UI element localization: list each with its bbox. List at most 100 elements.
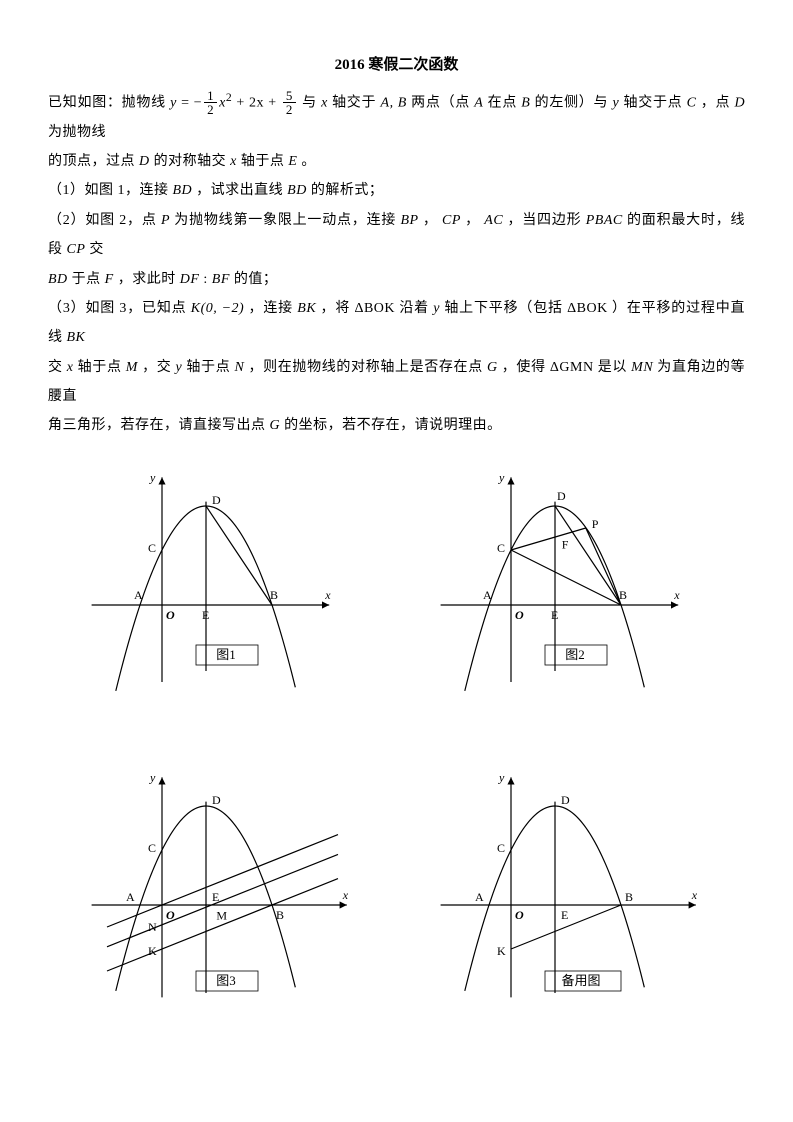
svg-text:A: A [126, 890, 135, 904]
svg-text:O: O [166, 608, 175, 622]
intro-text: 两点（点 [407, 95, 474, 110]
q3-text: 是以 [594, 360, 632, 375]
var-C: C [687, 95, 697, 110]
svg-text:y: y [498, 470, 505, 484]
var-BD: BD [287, 183, 307, 198]
q1-text: （1）如图 1，连接 [48, 183, 173, 198]
var-BD: BD [173, 183, 193, 198]
intro-paragraph-2: 的顶点，过点 D 的对称轴交 x 轴于点 E 。 [48, 147, 745, 176]
var-B: B [521, 95, 530, 110]
eq-x: x [219, 95, 226, 110]
var-A: A [474, 95, 483, 110]
svg-text:P: P [592, 517, 599, 531]
tri-BOK: ΔBOK [354, 301, 395, 316]
q3-text: （3）如图 3，已知点 [48, 301, 191, 316]
intro-text: 已知如图：抛物线 [48, 95, 170, 110]
var-BD: BD [48, 272, 68, 287]
var-BK: BK [67, 330, 86, 345]
q2-text: （2）如图 2，点 [48, 213, 161, 228]
svg-text:E: E [202, 608, 209, 622]
colon: : [199, 272, 211, 287]
doc-title: 2016 寒假二次函数 [48, 50, 745, 82]
svg-text:E: E [561, 908, 568, 922]
var-x: x [321, 95, 328, 110]
q3-text: 轴上下平移（包括 [440, 301, 567, 316]
svg-text:A: A [475, 890, 484, 904]
q2-text: 于点 [68, 272, 105, 287]
var-D: D [734, 95, 745, 110]
figure-row-2: yxOABCDEKNM图3 yxOABCDEK备用图 [48, 775, 745, 1025]
svg-text:C: C [148, 841, 156, 855]
var-N: N [235, 360, 245, 375]
svg-text:N: N [148, 920, 157, 934]
eq-frac2: 52 [283, 89, 296, 116]
var-CP: CP [442, 213, 461, 228]
svg-text:K: K [497, 944, 506, 958]
svg-text:F: F [562, 537, 569, 551]
svg-text:M: M [217, 908, 228, 922]
tri-GMN: ΔGMN [550, 360, 594, 375]
var-M: M [126, 360, 138, 375]
question-3b: 交 x 轴于点 M ，交 y 轴于点 N ，则在抛物线的对称轴上是否存在点 G … [48, 353, 745, 412]
q3-text: ，使得 [498, 360, 550, 375]
svg-text:B: B [276, 908, 284, 922]
intro-text: 与 [298, 95, 321, 110]
intro-text: 的对称轴交 [150, 154, 231, 169]
svg-text:x: x [324, 588, 331, 602]
var-x: x [67, 360, 74, 375]
svg-text:图1: 图1 [216, 647, 236, 662]
svg-text:图2: 图2 [565, 647, 585, 662]
question-3c: 角三角形，若存在，请直接写出点 G 的坐标，若不存在，请说明理由。 [48, 411, 745, 440]
figure-3: yxOABCDEKNM图3 [72, 775, 372, 1025]
svg-text:B: B [619, 588, 627, 602]
var-MN: MN [631, 360, 653, 375]
q3-text: ，将 [316, 301, 354, 316]
eq-eq: = − [177, 95, 202, 110]
q2-text: 的值； [230, 272, 278, 287]
question-2: （2）如图 2，点 P 为抛物线第一象限上一动点，连接 BP ， CP ， AC… [48, 206, 745, 265]
svg-text:K: K [148, 944, 157, 958]
svg-text:C: C [148, 541, 156, 555]
svg-text:D: D [212, 493, 221, 507]
var-y: y [433, 301, 440, 316]
intro-text: 在点 [483, 95, 521, 110]
svg-text:x: x [342, 888, 349, 902]
var-D: D [139, 154, 150, 169]
var-BK: BK [297, 301, 316, 316]
figure-1: yxOABCDE图1 [72, 465, 372, 695]
svg-text:x: x [673, 588, 680, 602]
svg-text:B: B [270, 588, 278, 602]
q2-text: ，当四边形 [503, 213, 586, 228]
intro-text: 。 [297, 154, 316, 169]
var-K: K(0, −2) [191, 301, 244, 316]
svg-text:A: A [483, 588, 492, 602]
q3-text: 轴于点 [74, 360, 126, 375]
svg-text:图3: 图3 [216, 973, 236, 988]
svg-text:x: x [691, 888, 698, 902]
var-PBAC: PBAC [586, 213, 623, 228]
svg-text:y: y [149, 470, 156, 484]
var-x: x [230, 154, 237, 169]
question-1: （1）如图 1，连接 BD ，试求出直线 BD 的解析式； [48, 176, 745, 205]
var-F: F [105, 272, 114, 287]
svg-text:y: y [149, 775, 156, 784]
q2-text: ， [461, 213, 484, 228]
svg-text:D: D [557, 489, 566, 503]
intro-text: 的顶点，过点 [48, 154, 139, 169]
svg-text:O: O [515, 608, 524, 622]
figure-4: yxOABCDEK备用图 [421, 775, 721, 1025]
eq-frac1: 12 [204, 89, 217, 116]
question-2b: BD 于点 F ，求此时 DF : BF 的值； [48, 265, 745, 294]
q2-text: 为抛物线第一象限上一动点，连接 [170, 213, 400, 228]
q3-text: ，交 [138, 360, 176, 375]
svg-text:O: O [515, 908, 524, 922]
intro-text: 为抛物线 [48, 125, 106, 140]
q1-text: ，试求出直线 [192, 183, 287, 198]
q2-text: ， [419, 213, 442, 228]
eq-plus: + 2x + [232, 95, 281, 110]
tri-BOK: ΔBOK [567, 301, 608, 316]
q3-text: 交 [48, 360, 67, 375]
q2-text: 交 [85, 242, 104, 257]
intro-text: 的左侧）与 [530, 95, 612, 110]
q3-text: 的坐标，若不存在，请说明理由。 [280, 418, 502, 433]
